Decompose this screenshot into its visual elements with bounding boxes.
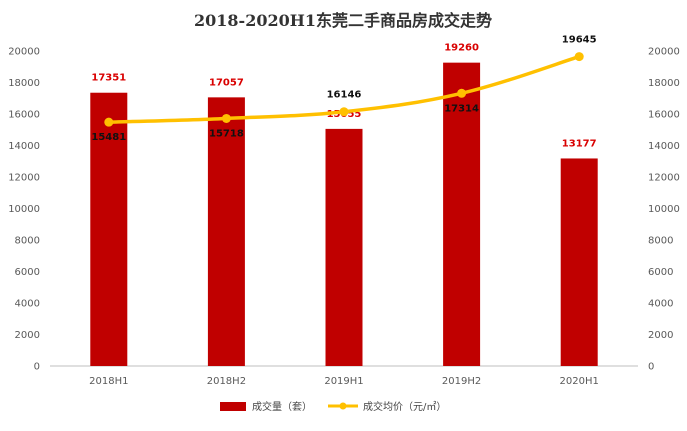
line-point: [104, 117, 114, 127]
chart-title: 2018-2020H1东莞二手商品房成交走势: [194, 11, 492, 30]
line-value-label: 17314: [444, 103, 479, 114]
right-tick-label: 0: [648, 362, 654, 373]
line-point: [457, 88, 467, 98]
legend-line-label: 成交均价（元/㎡）: [363, 400, 446, 413]
right-tick-label: 20000: [648, 47, 680, 58]
category-label: 2018H1: [89, 376, 128, 387]
left-tick-label: 14000: [8, 141, 40, 152]
right-tick-label: 8000: [648, 236, 673, 247]
line-point: [339, 107, 349, 117]
bar-series: 1735117057150551926013177: [90, 43, 598, 367]
bar: [207, 97, 245, 367]
left-tick-label: 20000: [8, 47, 40, 58]
right-tick-label: 2000: [648, 330, 673, 341]
category-label: 2019H2: [442, 376, 481, 387]
right-tick-label: 4000: [648, 299, 673, 310]
right-tick-label: 12000: [648, 173, 680, 184]
x-axis-categories: 2018H1 2018H2 2019H1 2019H2 2020H1: [89, 376, 599, 387]
line-point: [221, 113, 231, 123]
bar: [325, 128, 363, 366]
right-axis: 0 2000 4000 6000 8000 10000 12000 14000 16000 180…: [648, 47, 680, 373]
bar: [560, 158, 598, 366]
bar-value-label: 13177: [562, 138, 597, 149]
right-tick-label: 14000: [648, 141, 680, 152]
left-tick-label: 2000: [15, 330, 40, 341]
category-label: 2020H1: [560, 376, 599, 387]
left-tick-label: 10000: [8, 204, 40, 215]
right-tick-label: 10000: [648, 204, 680, 215]
left-axis: 0 2000 4000 6000 8000 10000 12000 14000 16000 180…: [8, 47, 40, 373]
right-tick-label: 18000: [648, 78, 680, 89]
right-tick-label: 6000: [648, 267, 673, 278]
category-label: 2019H1: [324, 376, 363, 387]
bar: [90, 92, 128, 367]
line-value-label: 19645: [562, 35, 597, 46]
right-tick-label: 16000: [648, 110, 680, 121]
line-point: [574, 52, 584, 62]
left-tick-label: 0: [34, 362, 40, 373]
left-tick-label: 4000: [15, 299, 40, 310]
bar-value-label: 17057: [209, 77, 244, 88]
left-tick-label: 12000: [8, 173, 40, 184]
line-series: 15481 15718 16146 17314 19645: [91, 35, 596, 144]
left-tick-label: 16000: [8, 110, 40, 121]
left-tick-label: 8000: [15, 236, 40, 247]
legend-bar-label: 成交量（套）: [252, 400, 312, 413]
line-value-label: 15481: [91, 132, 126, 143]
left-tick-label: 18000: [8, 78, 40, 89]
bar: [443, 62, 481, 366]
left-tick-label: 6000: [15, 267, 40, 278]
bar-value-label: 19260: [444, 43, 479, 54]
legend: 成交量（套） 成交均价（元/㎡）: [220, 400, 446, 413]
line-value-label: 16146: [327, 90, 362, 101]
category-label: 2018H2: [207, 376, 246, 387]
legend-line-marker: [339, 402, 347, 410]
bar-value-label: 17351: [91, 73, 126, 84]
line-value-label: 15718: [209, 128, 244, 139]
legend-bar-swatch: [220, 402, 246, 411]
